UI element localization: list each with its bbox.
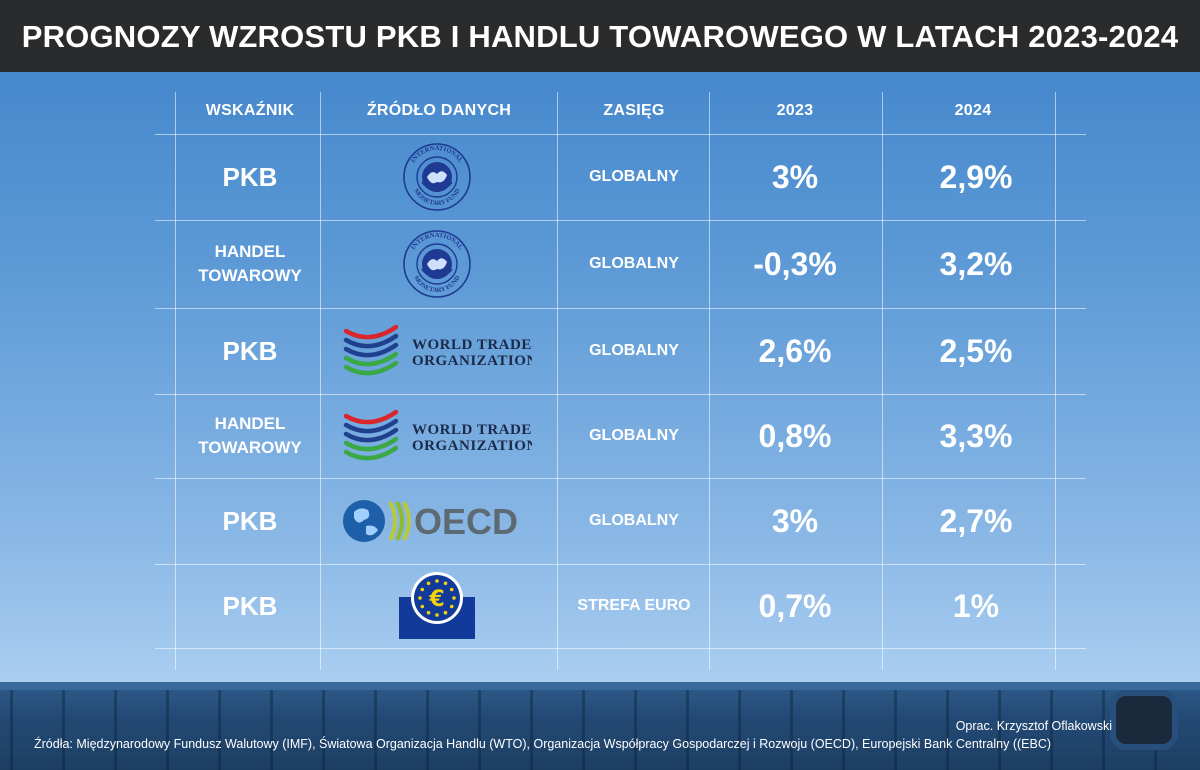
shipping-container-strip [0,682,1200,770]
svg-text:€: € [428,587,444,612]
column-header: ŹRÓDŁO DANYCH [366,102,512,119]
svg-text:INTERNATIONAL: INTERNATIONAL [410,232,465,252]
svg-text:OECD: OECD [414,501,518,542]
container-rib [1050,682,1053,770]
title-bar [0,0,1200,72]
indicator-cell: PKB [222,506,278,536]
scope-cell: GLOBALNY [589,255,679,272]
container-rib [322,682,325,770]
page-title: PROGNOZY WZROSTU PKB I HANDLU TOWAROWEGO… [21,19,1179,54]
table-column-divider [175,92,176,670]
value-2024-cell: 3,2% [939,245,1013,282]
value-2023-cell: 3% [771,502,819,539]
indicator-cell: HANDEL TOWAROWY [198,414,302,457]
container-rib [998,682,1001,770]
scope-cell: GLOBALNY [589,427,679,444]
indicator-cell: HANDEL TOWAROWY [198,242,302,285]
value-2024-cell: 2,5% [939,332,1013,369]
scope-cell: GLOBALNY [589,512,679,529]
container-rib [62,682,65,770]
value-2024-cell: 2,7% [939,502,1013,539]
table-column-divider [557,92,558,670]
wto-logo: WORLD TRADE ORGANIZATION [322,308,552,394]
container-rib [530,682,533,770]
svg-text:ORGANIZATION: ORGANIZATION [412,353,532,369]
credit-text: Oprac. Krzysztof Oflakowski [955,719,1112,733]
indicator-cell: PKB [222,336,278,366]
container-rib [478,682,481,770]
container-rib [114,682,117,770]
table-row-divider [155,478,1086,479]
indicator-cell: PKB [222,591,278,621]
container-rib [426,682,429,770]
container-rib [166,682,169,770]
container-rib [10,682,13,770]
table-column-divider [1055,92,1056,670]
svg-text:INTERNATIONAL: INTERNATIONAL [410,145,465,165]
container-rib [686,682,689,770]
container-rib [946,682,949,770]
ecb-logo: € [322,564,552,648]
sources-text: Źródła: Międzynarodowy Fundusz Walutowy … [34,737,1052,751]
value-2023-cell: -0,3% [753,245,837,282]
container-corner-casting [1110,690,1178,750]
svg-text:WORLD TRADE: WORLD TRADE [412,422,532,438]
container-rib [634,682,637,770]
scope-cell: GLOBALNY [589,342,679,359]
table-row-divider [155,134,1086,135]
table-row-divider [155,564,1086,565]
value-2023-cell: 0,7% [758,587,832,624]
table-row-divider [155,308,1086,309]
scope-cell: GLOBALNY [589,168,679,185]
table-column-divider [882,92,883,670]
value-2023-cell: 2,6% [758,332,832,369]
container-rib [790,682,793,770]
container-rib [894,682,897,770]
container-rib [1102,682,1105,770]
indicator-cell: PKB [222,162,278,192]
imf-logo: INTERNATIONAL MONETARY FUND [322,134,552,220]
value-2024-cell: 2,9% [939,158,1013,195]
table-row-divider [155,394,1086,395]
value-2023-cell: 0,8% [758,417,832,454]
scope-cell: STREFA EURO [577,597,691,614]
oecd-logo: OECD [322,478,552,564]
wto-logo: WORLD TRADE ORGANIZATION [322,394,552,478]
value-2023-cell: 3% [771,158,819,195]
container-rib [842,682,845,770]
column-header: ZASIĘG [603,102,665,119]
container-rib [582,682,585,770]
container-rib [218,682,221,770]
container-top-rail [0,682,1200,690]
value-2024-cell: 1% [952,587,1000,624]
imf-logo: INTERNATIONAL MONETARY FUND [322,220,552,308]
container-rib [374,682,377,770]
column-header: WSKAŹNIK [205,102,295,119]
value-2024-cell: 3,3% [939,417,1013,454]
svg-text:WORLD TRADE: WORLD TRADE [412,337,532,353]
container-rib [738,682,741,770]
svg-text:ORGANIZATION: ORGANIZATION [412,438,532,454]
forecast-table: WSKAŹNIK ŹRÓDŁO DANYCH ZASIĘG 2023 2024 PKB IN… [155,92,1086,670]
column-header: 2023 [776,102,814,119]
table-column-divider [709,92,710,670]
table-row-divider [155,220,1086,221]
column-header: 2024 [954,102,992,119]
table-row-divider [155,648,1086,649]
container-rib [270,682,273,770]
table-column-divider [320,92,321,670]
